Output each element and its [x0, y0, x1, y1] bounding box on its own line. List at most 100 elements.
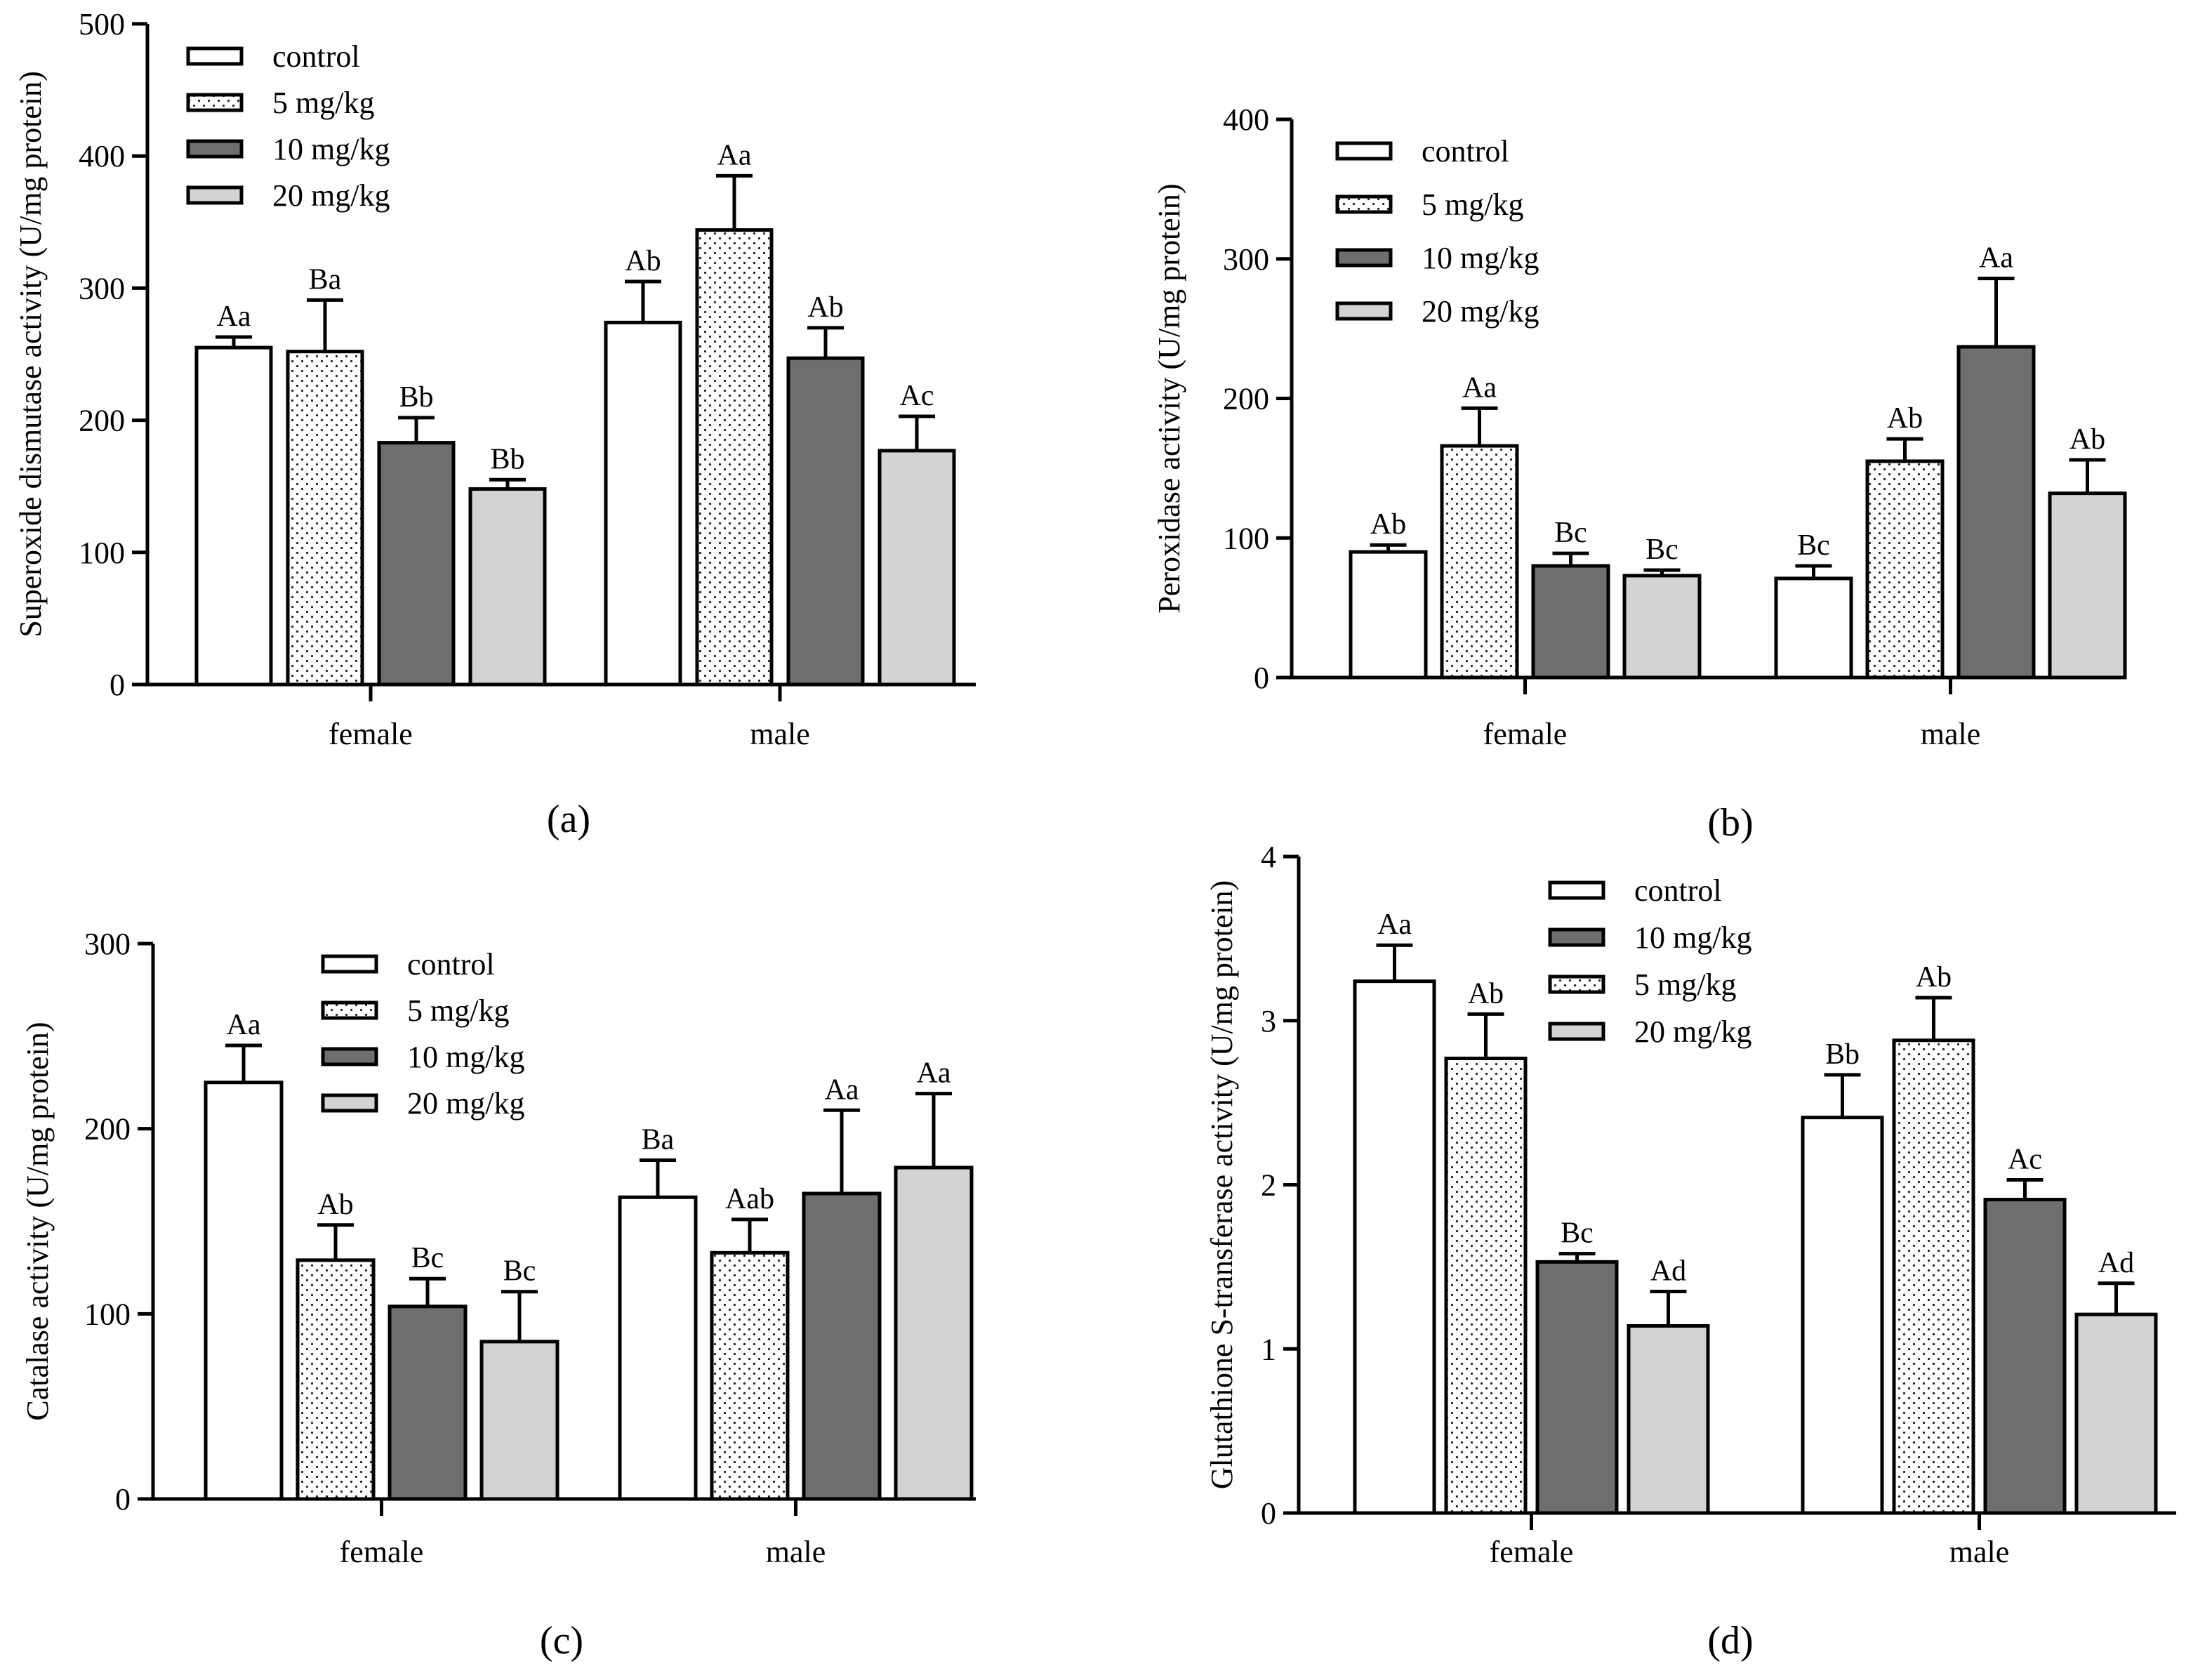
y-tick-label: 500	[79, 7, 125, 41]
chart-panel-b: 0 100 200 300 400 Peroxidase activity (U/mg p…	[1152, 103, 2127, 845]
y-tick-label: 400	[79, 139, 125, 173]
bar	[2048, 491, 2127, 680]
bar	[377, 441, 456, 687]
bar	[2074, 1312, 2158, 1515]
significance-label: Aab	[725, 1183, 774, 1215]
significance-label: Bb	[490, 443, 524, 475]
bar	[604, 320, 682, 687]
legend: control 5 mg/kg 10 mg/kg 20 mg/kg	[186, 39, 390, 213]
panel-label: (a)	[547, 798, 590, 841]
x-category-label: female	[340, 1535, 424, 1569]
bar	[1444, 1057, 1528, 1515]
significance-label: Ac	[900, 380, 934, 412]
legend-label: 5 mg/kg	[407, 993, 509, 1028]
y-tick-label: 300	[79, 271, 125, 305]
legend-swatch	[186, 93, 244, 112]
legend-label: control	[1634, 873, 1722, 908]
legend-label: 5 mg/kg	[1422, 187, 1523, 222]
bar	[1535, 1260, 1619, 1515]
bar	[618, 1195, 698, 1501]
y-axis-label: Peroxidase activity (U/mg protein)	[1152, 183, 1186, 613]
x-category-label: female	[1490, 1535, 1574, 1569]
y-tick-label: 200	[84, 1112, 131, 1147]
legend-label: 10 mg/kg	[407, 1040, 524, 1074]
y-tick-label: 100	[1223, 521, 1269, 555]
y-tick-label: 300	[84, 927, 131, 961]
y-tick-label: 400	[1223, 103, 1269, 137]
bar	[1774, 576, 1853, 680]
legend-label: 5 mg/kg	[1634, 967, 1736, 1002]
significance-label: Bc	[411, 1242, 444, 1274]
significance-label: Bb	[1825, 1038, 1860, 1071]
legend-swatch	[1548, 927, 1605, 947]
legend-label: 10 mg/kg	[1422, 241, 1539, 275]
x-category-label: male	[1921, 717, 1981, 751]
y-tick-label: 4	[1261, 840, 1276, 874]
bar	[1627, 1324, 1710, 1515]
panel-label: (d)	[1707, 1619, 1753, 1663]
bar	[877, 449, 956, 687]
legend-label: 20 mg/kg	[272, 178, 390, 213]
bar	[1865, 459, 1945, 680]
bar	[286, 350, 364, 687]
significance-label: Aa	[825, 1073, 859, 1106]
legend-label: 20 mg/kg	[1634, 1015, 1751, 1049]
legend-swatch	[1335, 194, 1393, 214]
significance-label: Ac	[2008, 1143, 2042, 1175]
significance-label: Ab	[2069, 423, 2105, 456]
legend-label: 10 mg/kg	[272, 132, 390, 166]
significance-label: Ab	[1468, 977, 1504, 1010]
bar	[388, 1304, 468, 1501]
significance-label: Ab	[1370, 508, 1406, 541]
bar	[1801, 1116, 1884, 1515]
y-axis-label: Superoxide dismutase activity (U/mg prot…	[13, 71, 48, 637]
bar	[1531, 564, 1610, 680]
legend-label: 20 mg/kg	[407, 1086, 524, 1121]
legend-swatch	[1335, 141, 1393, 161]
bar	[695, 228, 774, 687]
chart-panel-c: 0 100 200 300 Catalase activity (U/mg protei…	[20, 927, 976, 1663]
bar	[204, 1081, 284, 1501]
x-category-label: male	[766, 1535, 826, 1569]
legend: control 5 mg/kg 10 mg/kg 20 mg/kg	[321, 947, 524, 1121]
legend-label: control	[1422, 134, 1509, 169]
legend-swatch	[321, 1047, 378, 1066]
significance-label: Ad	[1650, 1255, 1686, 1287]
legend-label: 10 mg/kg	[1634, 920, 1751, 955]
legend-swatch	[1548, 1022, 1605, 1041]
legend: control 5 mg/kg 10 mg/kg 20 mg/kg	[1335, 134, 1539, 329]
y-axis-label: Catalase activity (U/mg protein)	[20, 1022, 55, 1420]
x-category-label: female	[329, 717, 413, 751]
bar	[786, 356, 865, 687]
significance-label: Ad	[2098, 1247, 2134, 1279]
y-tick-label: 100	[84, 1297, 131, 1331]
legend-swatch	[186, 139, 244, 159]
bar	[1956, 345, 2036, 680]
panel-label: (b)	[1707, 801, 1753, 845]
significance-label: Ba	[642, 1123, 675, 1156]
bar	[1983, 1198, 2067, 1515]
significance-label: Ab	[1887, 402, 1923, 435]
bar	[894, 1165, 974, 1501]
bar	[1440, 444, 1519, 680]
legend-swatch	[321, 1000, 378, 1020]
panel-label: (c)	[540, 1619, 583, 1663]
bar	[1349, 550, 1428, 680]
y-tick-label: 200	[1223, 382, 1269, 416]
significance-label: Aa	[917, 1057, 951, 1090]
significance-label: Aa	[717, 139, 752, 171]
significance-label: Aa	[1462, 371, 1497, 404]
legend-label: 20 mg/kg	[1422, 294, 1539, 329]
bar	[710, 1250, 790, 1501]
bar	[468, 487, 547, 687]
significance-label: Aa	[1979, 242, 2013, 275]
chart-panel-d: 0 1 2 3 4 Glutathione S-transferase activity …	[1205, 840, 2176, 1663]
legend-label: control	[272, 39, 360, 74]
significance-label: Ba	[309, 263, 342, 296]
y-tick-label: 0	[115, 1482, 131, 1517]
legend-swatch	[186, 185, 244, 205]
y-tick-label: 1	[1261, 1332, 1276, 1366]
significance-label: Ab	[625, 245, 661, 277]
y-tick-label: 0	[1254, 661, 1269, 695]
